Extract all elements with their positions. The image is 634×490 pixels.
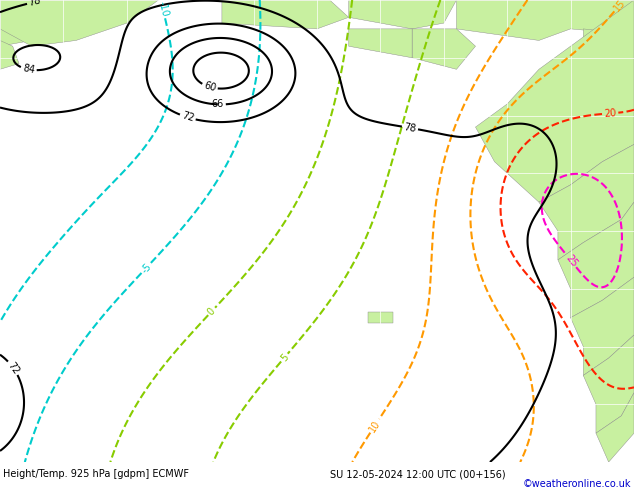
Polygon shape: [412, 29, 476, 69]
Text: -5: -5: [139, 261, 153, 275]
Text: 10: 10: [367, 418, 382, 434]
Text: 72: 72: [180, 111, 195, 124]
Text: 84: 84: [22, 63, 36, 75]
Polygon shape: [571, 277, 634, 375]
Polygon shape: [476, 0, 634, 202]
Text: 66: 66: [212, 99, 224, 109]
Polygon shape: [539, 145, 634, 260]
Polygon shape: [349, 0, 456, 29]
Polygon shape: [583, 29, 634, 58]
Polygon shape: [596, 393, 634, 462]
Polygon shape: [0, 0, 95, 46]
Polygon shape: [349, 29, 412, 58]
Text: 0: 0: [206, 306, 217, 317]
Text: 25: 25: [563, 253, 579, 269]
Polygon shape: [583, 335, 634, 433]
Text: 20: 20: [604, 108, 617, 119]
Polygon shape: [0, 41, 19, 69]
Polygon shape: [368, 312, 393, 323]
Text: Height/Temp. 925 hPa [gdpm] ECMWF: Height/Temp. 925 hPa [gdpm] ECMWF: [3, 469, 189, 479]
Polygon shape: [0, 0, 158, 46]
Text: ©weatheronline.co.uk: ©weatheronline.co.uk: [522, 479, 631, 490]
Text: 15: 15: [612, 0, 628, 13]
Polygon shape: [558, 202, 634, 318]
Text: SU 12-05-2024 12:00 UTC (00+156): SU 12-05-2024 12:00 UTC (00+156): [330, 469, 505, 479]
Text: 72: 72: [6, 360, 21, 376]
Text: 5: 5: [278, 352, 290, 363]
Text: 78: 78: [403, 122, 417, 134]
Polygon shape: [222, 0, 349, 29]
Text: 78: 78: [28, 0, 42, 8]
Text: 60: 60: [202, 80, 217, 94]
Text: -10: -10: [156, 0, 169, 18]
Polygon shape: [456, 0, 634, 41]
